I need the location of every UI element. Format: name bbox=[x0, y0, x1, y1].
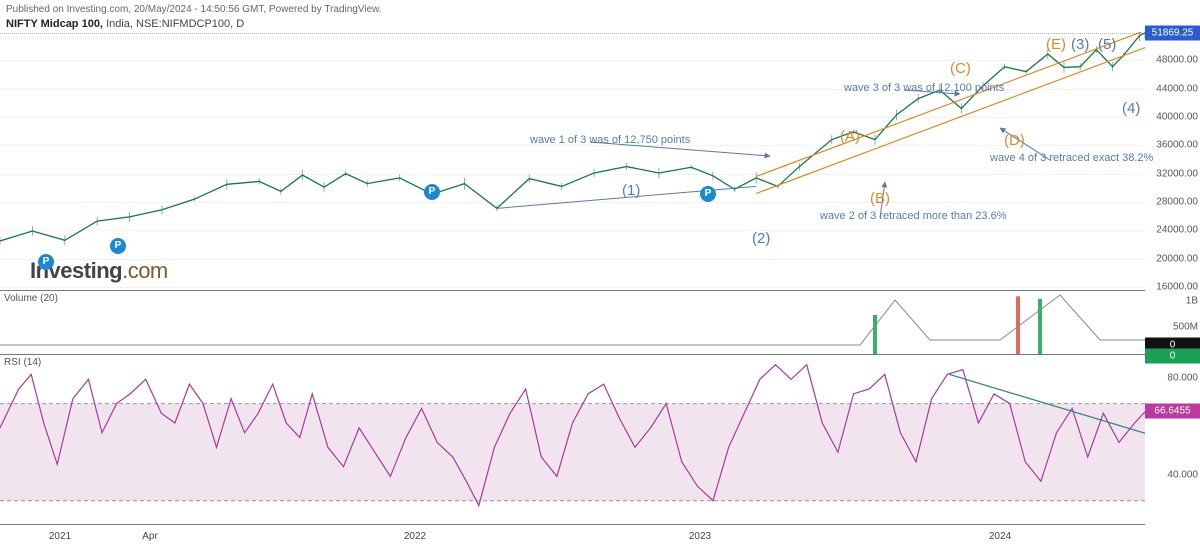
price-ytick: 44000.00 bbox=[1156, 83, 1198, 94]
ticker-title: NIFTY Midcap 100, India, NSE:NIFMDCP100,… bbox=[6, 18, 244, 30]
time-tick: 2021 bbox=[49, 531, 71, 542]
volume-ytick: 500M bbox=[1173, 322, 1198, 333]
volume-zero-badge: 0 bbox=[1145, 349, 1200, 364]
rsi-ytick: 80.000 bbox=[1167, 373, 1198, 384]
price-gridline bbox=[0, 230, 1145, 231]
price-ytick: 24000.00 bbox=[1156, 225, 1198, 236]
price-ytick: 16000.00 bbox=[1156, 282, 1198, 293]
time-axis: 2021 Apr 2022 2023 2024 bbox=[0, 524, 1145, 554]
price-panel[interactable] bbox=[0, 32, 1145, 287]
price-ytick: 20000.00 bbox=[1156, 253, 1198, 264]
price-ytick: 32000.00 bbox=[1156, 168, 1198, 179]
time-tick: Apr bbox=[142, 531, 158, 542]
rsi-panel[interactable]: RSI (14) bbox=[0, 354, 1145, 524]
rsi-current-badge: 66.6455 bbox=[1145, 403, 1200, 418]
price-gridline bbox=[0, 287, 1145, 288]
volume-panel[interactable]: Volume (20) bbox=[0, 290, 1145, 354]
time-tick: 2023 bbox=[689, 531, 711, 542]
price-ytick: 36000.00 bbox=[1156, 140, 1198, 151]
price-current-line bbox=[0, 33, 1145, 34]
price-chart-svg bbox=[0, 32, 1145, 287]
y-axis-area: 16000.00 20000.00 24000.00 28000.00 32000.00… bbox=[1145, 0, 1200, 559]
time-tick: 2022 bbox=[404, 531, 426, 542]
price-ytick: 28000.00 bbox=[1156, 197, 1198, 208]
price-gridline bbox=[0, 202, 1145, 203]
price-gridline bbox=[0, 60, 1145, 61]
time-tick: 2024 bbox=[989, 531, 1011, 542]
price-gridline bbox=[0, 174, 1145, 175]
ticker-detail: India, NSE:NIFMDCP100, D bbox=[106, 18, 244, 30]
price-ytick: 40000.00 bbox=[1156, 112, 1198, 123]
price-ytick: 48000.00 bbox=[1156, 55, 1198, 66]
ticker-bold: NIFTY Midcap 100, bbox=[6, 18, 106, 30]
price-gridline bbox=[0, 145, 1145, 146]
volume-chart-svg bbox=[0, 291, 1145, 355]
volume-ytick: 1B bbox=[1186, 295, 1198, 306]
price-current-badge: 51869.25 bbox=[1145, 25, 1200, 40]
price-gridline bbox=[0, 259, 1145, 260]
rsi-chart-svg bbox=[0, 355, 1145, 525]
price-gridline bbox=[0, 117, 1145, 118]
publish-info: Published on Investing.com, 20/May/2024 … bbox=[6, 4, 382, 15]
rsi-ytick: 40.000 bbox=[1167, 470, 1198, 481]
price-gridline bbox=[0, 89, 1145, 90]
